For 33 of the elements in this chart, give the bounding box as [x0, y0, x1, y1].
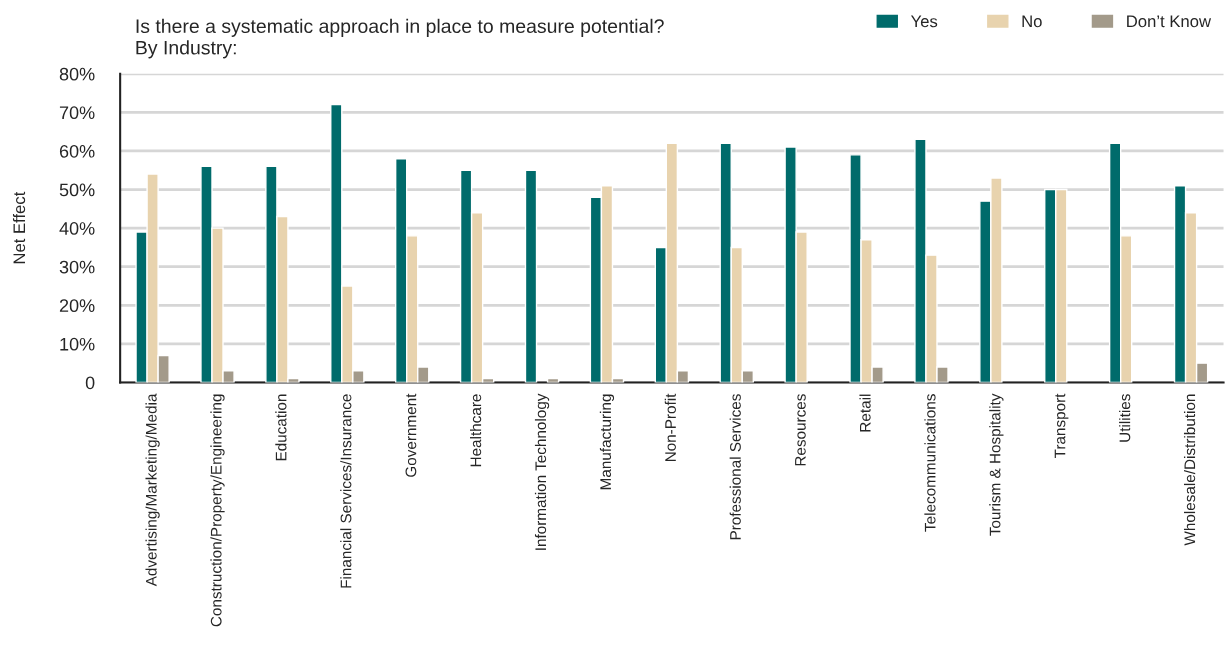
x-tick-label: Government [405, 393, 417, 477]
x-tick-label: Retail [859, 394, 871, 432]
x-tick-label: Telecommunications [924, 394, 936, 532]
y-tick-label: 70% [59, 106, 95, 120]
x-tick-label: Education [275, 394, 287, 461]
x-tick-label: Healthcare [470, 394, 482, 467]
chart-subtitle: By Industry: [136, 40, 236, 59]
x-tick-label: Advertising/Marketing/Media [145, 393, 160, 587]
y-tick-label: 20% [59, 299, 95, 313]
x-tick-label: Wholesale/Distribution [1183, 394, 1196, 546]
y-axis-title: Net Effect [12, 191, 26, 264]
y-tick-label: 30% [59, 260, 95, 274]
x-tick-label: Construction/Property/Engineering [210, 394, 225, 627]
chart-title: Is there a systematic approach in place to measure potential? [136, 18, 664, 37]
x-tick-label: Tourism & Hospitality [989, 393, 1004, 536]
y-tick-label: 50% [59, 183, 95, 197]
legend-label: No [1022, 15, 1042, 28]
bar [524, 169, 538, 383]
x-tick-label: Transport [1054, 393, 1069, 459]
y-tick-label: 80% [59, 67, 95, 81]
legend-label: Don’t Know [1127, 15, 1212, 28]
x-tick-label: Utilities [1119, 394, 1131, 442]
legend-label: Yes [910, 15, 938, 28]
y-tick-label: 40% [59, 222, 95, 235]
x-tick-label: Resources [795, 394, 806, 466]
y-tick-label: 60% [59, 144, 95, 158]
x-tick-label: Information Technology [534, 393, 550, 550]
y-tick-label: 0 [85, 376, 95, 390]
x-tick-label: Professional Services [729, 394, 741, 540]
x-tick-label: Non-Profit [664, 393, 676, 462]
y-tick-label: 10% [60, 337, 95, 351]
x-tick-label: Manufacturing [599, 394, 615, 490]
x-tick-label: Financial Services/Insurance [340, 394, 352, 588]
